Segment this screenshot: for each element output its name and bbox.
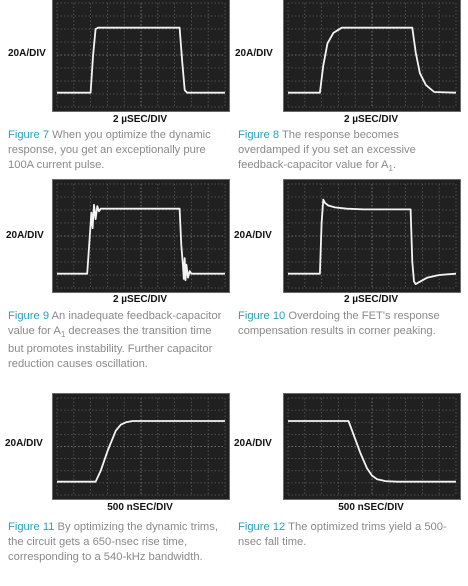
scope-trace xyxy=(57,203,225,282)
oscilloscope-screen xyxy=(283,179,461,293)
caption-text: An inadequate feedback-capacitor value f… xyxy=(8,310,222,337)
scope-trace xyxy=(288,198,457,285)
x-axis-label: 500 nSEC/DIV xyxy=(338,502,404,513)
y-axis-label: 20A/DIV xyxy=(235,48,273,59)
x-axis-label: 2 µSEC/DIV xyxy=(343,114,399,125)
y-axis-label: 20A/DIV xyxy=(8,48,46,59)
x-axis-label: 2 µSEC/DIV xyxy=(112,114,168,125)
figure-label: Figure 9 xyxy=(8,310,50,322)
oscilloscope-plot xyxy=(287,183,457,289)
figure-label: Figure 11 xyxy=(8,521,55,533)
y-axis-label: 20A/DIV xyxy=(234,438,272,449)
oscilloscope-plot xyxy=(56,2,226,108)
oscilloscope-screen xyxy=(52,0,230,112)
figure-caption: Figure 10 Overdoing the FET's response c… xyxy=(238,309,464,339)
scope-trace xyxy=(57,26,225,94)
x-axis-label: 2 µSEC/DIV xyxy=(343,294,399,305)
figure-caption: Figure 11 By optimizing the dynamic trim… xyxy=(8,520,230,565)
figure-caption: Figure 12 The optimized trims yield a 50… xyxy=(238,520,464,550)
figure-caption: Figure 7 When you optimize the dynamic r… xyxy=(8,128,230,173)
oscilloscope-screen xyxy=(52,393,230,500)
oscilloscope-screen xyxy=(283,393,461,500)
figure-label: Figure 8 xyxy=(238,129,280,141)
caption-subscript: 1 xyxy=(388,164,393,174)
oscilloscope-plot xyxy=(287,2,457,108)
y-axis-label: 20A/DIV xyxy=(6,230,44,241)
x-axis-label: 2 µSEC/DIV xyxy=(112,294,168,305)
caption-subscript: 1 xyxy=(60,330,66,340)
x-axis-label: 500 nSEC/DIV xyxy=(107,502,173,513)
caption-text: Overdoing the FET's response compensatio… xyxy=(238,310,440,337)
figure-label: Figure 7 xyxy=(8,129,50,141)
scope-trace xyxy=(288,420,456,483)
caption-text: When you optimize the dynamic response, … xyxy=(8,129,211,171)
oscilloscope-plot xyxy=(56,397,226,496)
scope-trace xyxy=(57,420,225,483)
figure-caption: Figure 8 The response becomes overdamped… xyxy=(238,128,464,176)
caption-text: The response becomes overdamped if you s… xyxy=(238,129,416,171)
y-axis-label: 20A/DIV xyxy=(5,438,43,449)
oscilloscope-screen xyxy=(283,0,461,112)
scope-trace xyxy=(288,26,457,94)
oscilloscope-plot xyxy=(287,397,457,496)
caption-text: By optimizing the dynamic trims, the cir… xyxy=(8,521,218,563)
figure-label: Figure 12 xyxy=(238,521,286,533)
figure-caption: Figure 9 An inadequate feedback-capacito… xyxy=(8,309,230,372)
caption-text: The optimized trims yield a 500-nsec fal… xyxy=(238,521,447,548)
caption-text-end: decreases the transition time but promot… xyxy=(8,325,213,371)
caption-text-end: . xyxy=(392,159,397,171)
y-axis-label: 20A/DIV xyxy=(234,230,272,241)
oscilloscope-screen xyxy=(52,179,230,293)
figure-label: Figure 10 xyxy=(238,310,286,322)
oscilloscope-plot xyxy=(56,183,226,289)
